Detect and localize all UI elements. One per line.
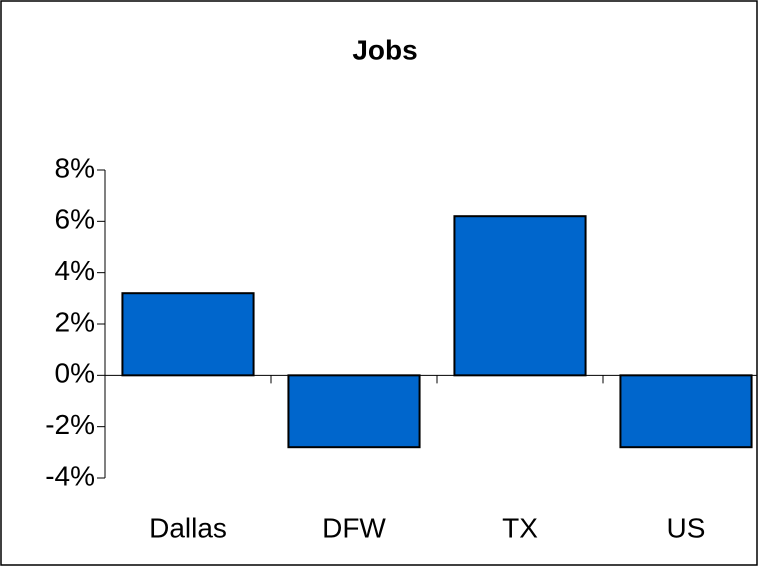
bar (287, 374, 421, 449)
bar (619, 374, 753, 449)
y-tick-label: 0% (55, 358, 95, 389)
chart-title: Jobs (352, 34, 417, 65)
bar (121, 292, 255, 377)
y-tick-label: 6% (55, 204, 95, 235)
x-tick-label: US (667, 512, 706, 543)
y-tick-label: 2% (55, 306, 95, 337)
x-tick-label: TX (502, 512, 538, 543)
y-tick-label: -4% (45, 460, 95, 491)
y-tick-label: 4% (55, 255, 95, 286)
x-tick-label: DFW (322, 512, 386, 543)
y-tick-label: -2% (45, 409, 95, 440)
y-tick-label: 8% (55, 152, 95, 183)
x-tick-label: Dallas (149, 512, 227, 543)
bar (453, 215, 587, 377)
